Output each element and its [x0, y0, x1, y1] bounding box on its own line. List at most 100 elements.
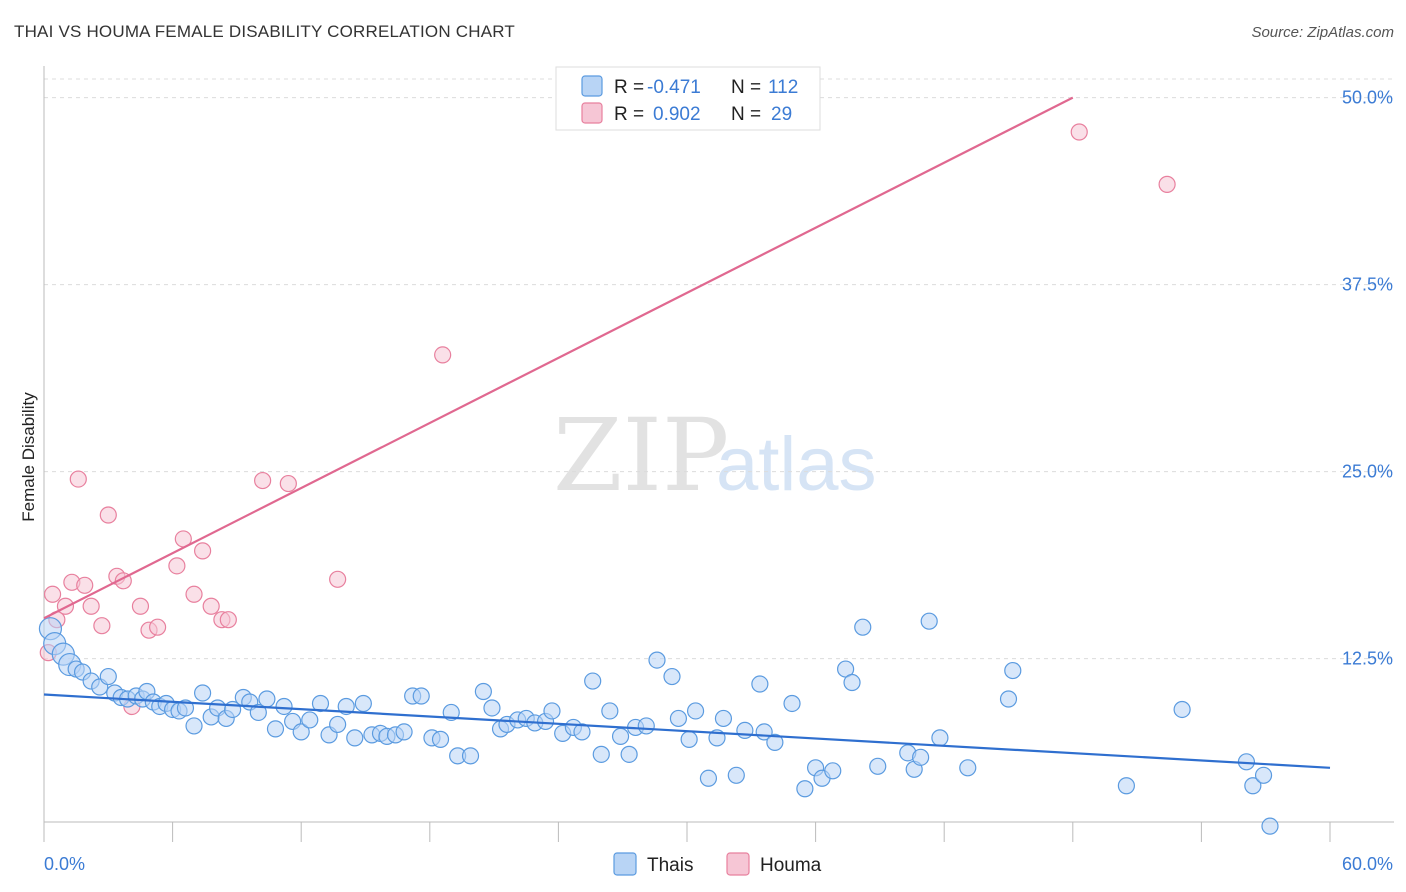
thais-point	[854, 618, 872, 636]
thais-point	[601, 702, 619, 720]
houma-point	[279, 474, 297, 493]
thais-point	[346, 729, 364, 747]
thais-point	[194, 684, 212, 702]
legend-houma-r-value: 0.902	[653, 104, 701, 125]
grid-lines	[44, 78, 1394, 660]
thais-point	[185, 717, 203, 735]
thais-point	[620, 745, 638, 763]
thais-point	[920, 612, 938, 630]
legend-houma-swatch	[581, 102, 603, 124]
houma-point	[99, 506, 117, 524]
houma-point	[254, 471, 272, 490]
thais-point	[783, 694, 801, 713]
thais-point	[311, 694, 330, 713]
watermark-zip: ZIP	[553, 397, 729, 514]
houma-points	[39, 123, 1176, 716]
thais-point	[354, 694, 372, 713]
thais-point	[736, 721, 754, 740]
thais-point	[266, 720, 285, 738]
legend-thais-r-label: R =	[614, 77, 644, 98]
x-tick-label-min: 0.0%	[44, 854, 85, 874]
thais-point	[99, 667, 117, 686]
thais-point	[292, 723, 310, 741]
thais-point	[699, 769, 718, 787]
thais-point	[474, 682, 492, 701]
houma-point	[1070, 123, 1088, 141]
houma-trend-line	[43, 96, 1074, 620]
houma-point	[43, 585, 62, 603]
thais-point	[611, 727, 630, 745]
legend-houma-n-label: N =	[731, 104, 761, 125]
watermark-atlas: atlas	[716, 422, 877, 507]
thais-trend-line	[43, 693, 1331, 769]
houma-point	[131, 597, 150, 615]
legend-thais-r-value: -0.471	[647, 77, 701, 98]
thais-point	[751, 675, 769, 693]
trend-lines	[43, 96, 1331, 769]
chart-title: THAI VS HOUMA FEMALE DISABILITY CORRELAT…	[14, 22, 516, 41]
thais-point	[931, 729, 949, 747]
thais-point	[869, 757, 887, 775]
thais-point	[663, 667, 681, 686]
houma-point	[202, 597, 220, 615]
thais-point	[258, 690, 276, 708]
houma-point	[194, 542, 212, 560]
houma-point	[168, 557, 186, 575]
houma-point	[93, 617, 111, 635]
thais-point	[637, 717, 655, 735]
thais-point	[680, 730, 698, 748]
bottom-legend-houma-label: Houma	[760, 855, 822, 876]
thais-point	[573, 723, 591, 741]
chart-source: Source: ZipAtlas.com	[1251, 24, 1394, 41]
thais-point	[176, 699, 195, 717]
x-tick-label-max: 60.0%	[1342, 854, 1393, 874]
axes	[43, 66, 1394, 842]
houma-point	[148, 618, 167, 636]
legend: R = -0.471 N = 112 R = 0.902 N = 29	[555, 66, 821, 131]
thais-point	[584, 672, 602, 690]
houma-point	[434, 346, 452, 364]
thais-point	[301, 711, 319, 729]
houma-point	[219, 611, 237, 629]
houma-point	[1158, 175, 1176, 193]
thais-point	[592, 745, 610, 763]
thais-point	[912, 748, 930, 766]
houma-point	[76, 576, 94, 594]
thais-points	[38, 612, 1279, 835]
thais-point	[543, 702, 561, 720]
thais-point	[1117, 777, 1135, 795]
houma-point	[82, 597, 100, 615]
bottom-legend-houma-swatch	[726, 852, 750, 876]
legend-houma-n-value: 29	[771, 104, 792, 125]
bottom-legend-thais-label: Thais	[647, 855, 693, 876]
thais-point	[999, 690, 1018, 708]
bottom-legend: Thais Houma	[613, 852, 822, 876]
houma-point	[69, 470, 87, 488]
legend-thais-n-value: 112	[768, 77, 798, 98]
thais-point	[959, 759, 977, 777]
thais-point	[648, 651, 666, 669]
houma-point	[329, 570, 347, 588]
legend-thais-swatch	[581, 75, 603, 97]
thais-point	[431, 730, 450, 748]
thais-point	[1254, 766, 1273, 784]
legend-thais-n-label: N =	[731, 77, 761, 98]
thais-point	[727, 766, 745, 784]
thais-point	[766, 733, 784, 751]
thais-point	[329, 715, 347, 734]
thais-point	[1004, 661, 1022, 680]
thais-point	[1173, 700, 1191, 719]
y-tick-label: 50.0%	[1342, 88, 1393, 108]
thais-point	[249, 703, 267, 722]
thais-point	[483, 699, 501, 717]
thais-point	[686, 702, 705, 720]
thais-point	[395, 723, 413, 741]
thais-point	[824, 762, 842, 780]
y-tick-label: 37.5%	[1342, 275, 1393, 295]
thais-point	[275, 697, 293, 716]
thais-point	[461, 747, 480, 765]
thais-point	[796, 780, 814, 798]
houma-point	[185, 585, 203, 603]
y-tick-label: 25.0%	[1342, 462, 1393, 482]
